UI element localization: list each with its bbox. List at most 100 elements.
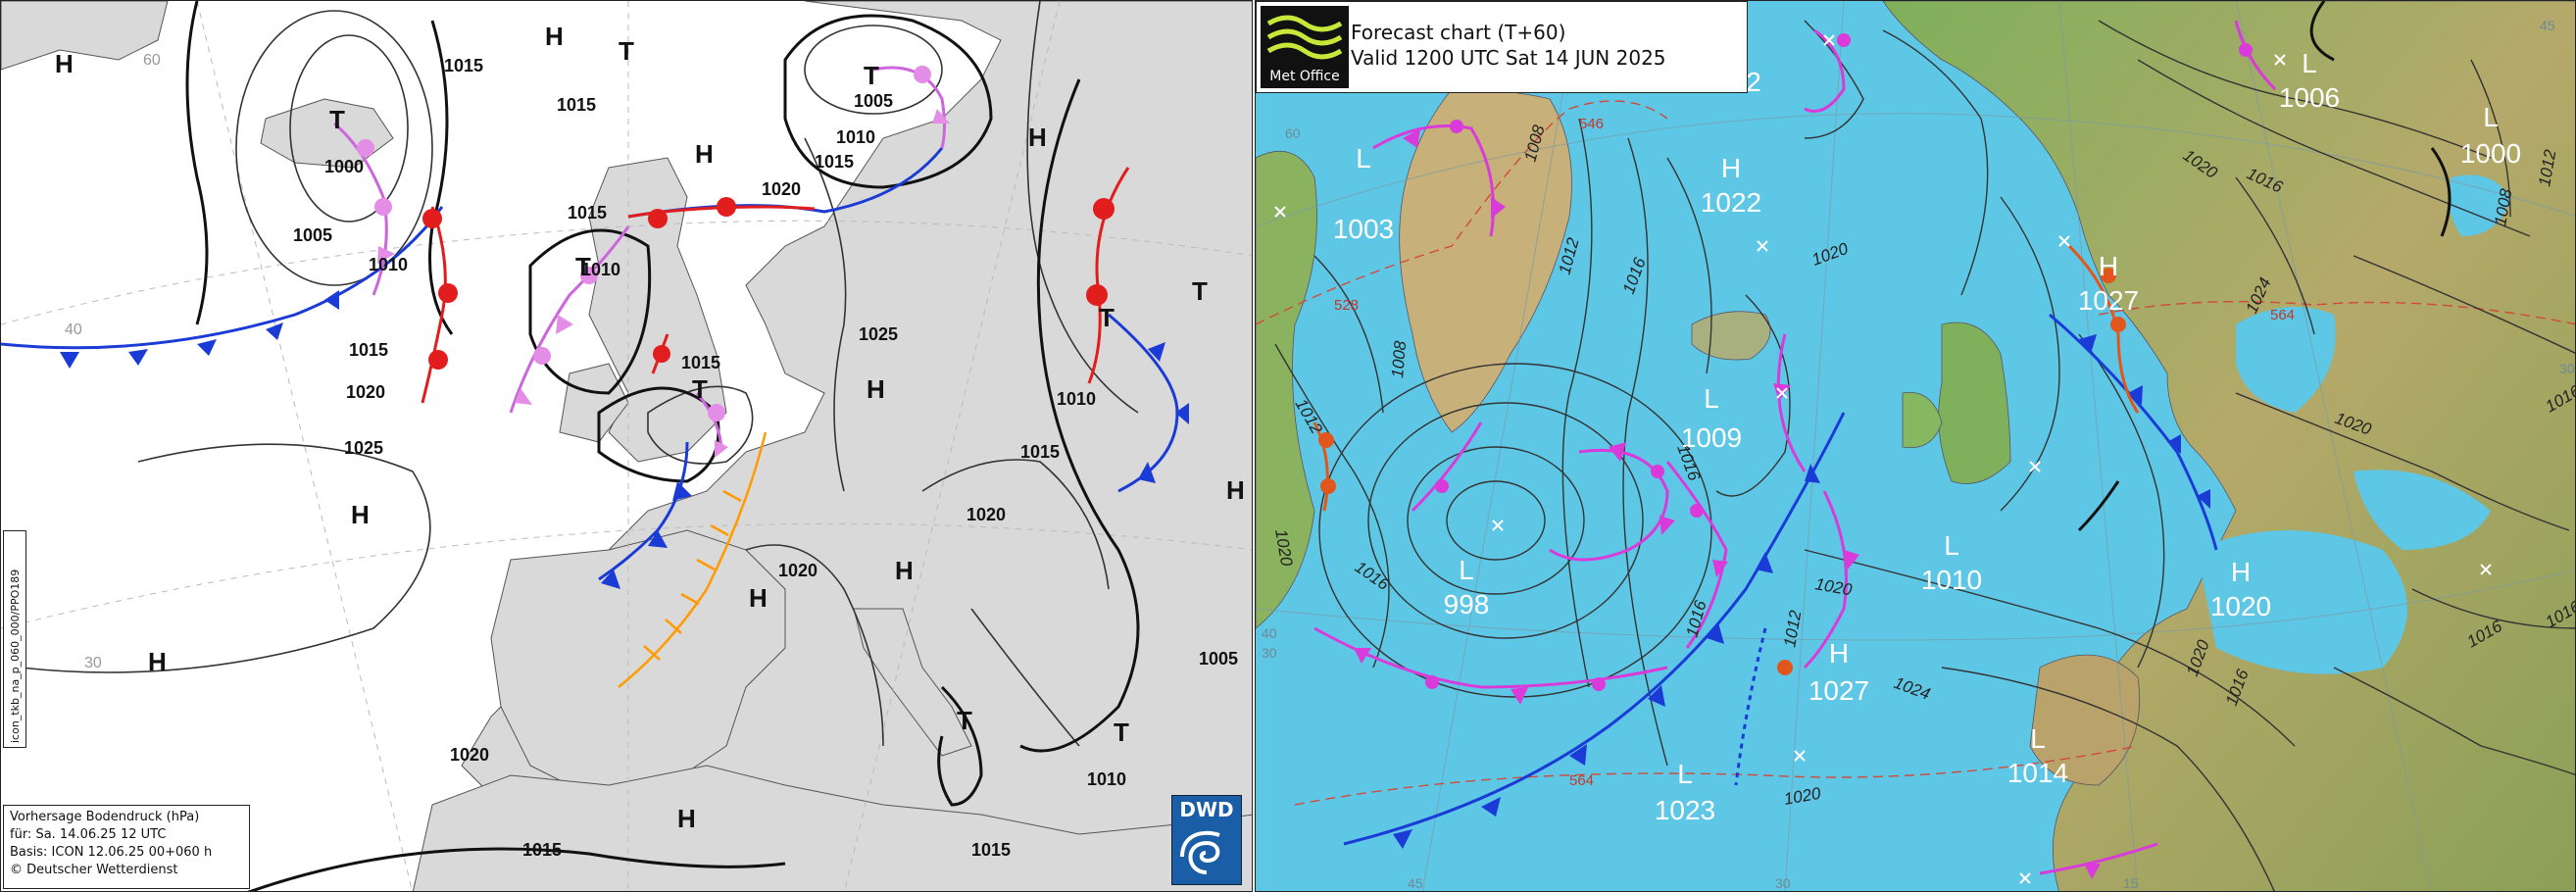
svg-text:45: 45 <box>1408 875 1423 891</box>
metoffice-cold-front-main <box>1343 412 1846 846</box>
metoffice-cold-front-main-triangles <box>1393 464 1820 849</box>
dwd-isobar-label: 1015 <box>568 203 607 223</box>
dwd-isobar-label: 1005 <box>1199 649 1238 669</box>
metoffice-center-value: 1009 <box>1681 422 1742 453</box>
metoffice-wave-icon <box>1266 15 1343 60</box>
svg-text:30: 30 <box>1262 645 1277 661</box>
dwd-warm-front-north-semicircles <box>648 197 736 228</box>
metoffice-center-value: 1014 <box>2007 758 2068 788</box>
metoffice-warm-front-west <box>1313 421 1329 512</box>
metoffice-center-letter: H <box>1829 638 1849 669</box>
metoffice-center-value: 1020 <box>2210 591 2271 621</box>
metoffice-inland-seas <box>2197 174 2510 674</box>
dwd-info-line: Basis: ICON 12.06.25 00+060 h <box>10 845 213 860</box>
dwd-isobar-label: 1025 <box>344 438 383 458</box>
metoffice-graticule-labels: 45 30 15 45 30 40 30 60 <box>1262 18 2575 891</box>
dwd-isobar-label: 1000 <box>324 157 364 176</box>
metoffice-title-line2: Valid 1200 UTC Sat 14 JUN 2025 <box>1351 46 1666 70</box>
metoffice-center-value: 1022 <box>1701 187 1761 218</box>
metoffice-center-letter: L <box>1704 383 1719 414</box>
dwd-info-box: Vorhersage Bodendruck (hPa) für: Sa. 14.… <box>3 805 250 889</box>
dwd-isobar-label: 1020 <box>966 505 1006 524</box>
metoffice-center-value: 1027 <box>1808 675 1869 706</box>
metoffice-cold-front-dashed <box>1734 627 1767 786</box>
dwd-isobar-label: 1010 <box>836 127 875 147</box>
dwd-warm-front-west-semicircles <box>422 209 458 370</box>
dwd-pressure-centers: H H T T T H T T H H T T H H H H H H T T <box>55 22 1245 833</box>
metoffice-title: Forecast chart (T+60) Valid 1200 UTC Sat… <box>1351 20 1666 71</box>
metoffice-forecast-chart: L 1003 H 1022 L 1009 L 998 H 1027 L 1023… <box>1255 0 2576 892</box>
dwd-landmasses <box>1 1 1252 891</box>
dwd-cold-front-uk-triangles <box>601 481 692 589</box>
metoffice-center-letter: L <box>1459 555 1474 585</box>
dwd-isobar-label: 1025 <box>859 324 898 344</box>
svg-text:528: 528 <box>1334 297 1359 314</box>
dwd-isobar-label: 1010 <box>1087 769 1126 789</box>
dwd-center-t: T <box>864 61 879 90</box>
dwd-cold-front-west <box>1 206 444 350</box>
metoffice-pressure-centers: L 1003 H 1022 L 1009 L 998 H 1027 L 1023… <box>1333 48 2521 825</box>
metoffice-warm-front-east <box>2067 244 2140 414</box>
svg-text:30: 30 <box>1775 875 1791 891</box>
dwd-warm-front-uk-semicircle <box>653 345 670 363</box>
svg-text:40: 40 <box>65 322 82 338</box>
metoffice-center-letter: L <box>1677 759 1693 789</box>
dwd-isobar-label: 1020 <box>346 382 385 402</box>
metoffice-map: L 1003 H 1022 L 1009 L 998 H 1027 L 1023… <box>1256 1 2575 891</box>
metoffice-logo: Met Office <box>1261 6 1349 88</box>
dwd-center-t: T <box>1192 276 1208 306</box>
svg-text:564: 564 <box>1569 772 1594 789</box>
metoffice-logo-text: Met Office <box>1269 69 1340 84</box>
metoffice-center-letter: L <box>2030 723 2046 754</box>
metoffice-thickness-labels: 546 528 564 564 <box>1334 116 2295 789</box>
metoffice-thickness-lines <box>1256 100 2575 806</box>
dwd-center-h: H <box>895 556 914 585</box>
dwd-isobar-label: 1015 <box>444 56 483 75</box>
dwd-isobar-label: 1005 <box>854 91 893 111</box>
metoffice-center-value: 1000 <box>2460 138 2521 169</box>
metoffice-partial-label: 2 <box>1746 67 1761 97</box>
metoffice-header: Met Office Forecast chart (T+60) Valid 1… <box>1256 1 1748 93</box>
dwd-center-h: H <box>545 22 564 51</box>
dwd-isobars-bold <box>185 1 1140 891</box>
dwd-isobar-label: 1020 <box>450 745 489 765</box>
metoffice-center-value: 998 <box>1444 589 1490 619</box>
svg-text:60: 60 <box>1285 125 1301 141</box>
metoffice-center-value: 1006 <box>2279 82 2340 113</box>
dwd-center-h: H <box>351 500 370 529</box>
dwd-isobar-label: 1010 <box>1057 389 1096 409</box>
metoffice-center-value: 1003 <box>1333 214 1394 244</box>
dwd-warm-front-east-semicircles <box>1086 198 1115 306</box>
dwd-product-id: icon_tkb_na_p_060_000/PPO189 <box>3 530 26 748</box>
dwd-isobars-thin <box>20 1 1139 747</box>
metoffice-isobar-label: 1024 <box>1892 673 1933 704</box>
dwd-logo-text: DWD <box>1179 798 1234 821</box>
metoffice-title-line1: Forecast chart (T+60) <box>1351 21 1566 44</box>
dwd-isobar-label: 1015 <box>681 353 720 372</box>
dwd-center-h: H <box>695 139 714 169</box>
dwd-center-t: T <box>957 706 972 735</box>
dwd-info-line: Vorhersage Bodendruck (hPa) <box>10 810 200 824</box>
dwd-map: H H T T T H T T H H T T H H H H H H T T … <box>1 1 1252 891</box>
dwd-info-line: © Deutscher Wetterdienst <box>10 863 178 877</box>
dwd-isobar-label: 1020 <box>778 561 817 580</box>
dwd-center-h: H <box>1226 475 1245 505</box>
metoffice-occluded-fronts <box>1313 20 2277 875</box>
dwd-isobar-label: 1015 <box>349 340 388 360</box>
dwd-surface-pressure-chart: H H T T T H T T H H T T H H H H H H T T … <box>0 0 1253 892</box>
metoffice-landmasses <box>1256 1 2575 891</box>
metoffice-cold-front-east-triangles <box>2079 334 2210 509</box>
metoffice-occluded-symbols <box>1354 33 2253 879</box>
dwd-isobar-label: 1015 <box>815 152 854 172</box>
dwd-isobar-label: 1020 <box>762 179 801 199</box>
dwd-isobar-label: 1010 <box>581 260 620 279</box>
dwd-occluded-fronts <box>333 66 946 453</box>
metoffice-center-value: 1023 <box>1655 795 1715 825</box>
metoffice-center-letter: L <box>1944 530 1959 561</box>
dwd-center-t: T <box>1114 718 1129 747</box>
dwd-isobar-label: 1015 <box>971 840 1011 860</box>
dwd-center-h: H <box>867 374 885 404</box>
dwd-trough <box>618 431 768 688</box>
metoffice-center-letter: L <box>2302 48 2317 78</box>
dwd-logo: DWD <box>1171 795 1242 885</box>
